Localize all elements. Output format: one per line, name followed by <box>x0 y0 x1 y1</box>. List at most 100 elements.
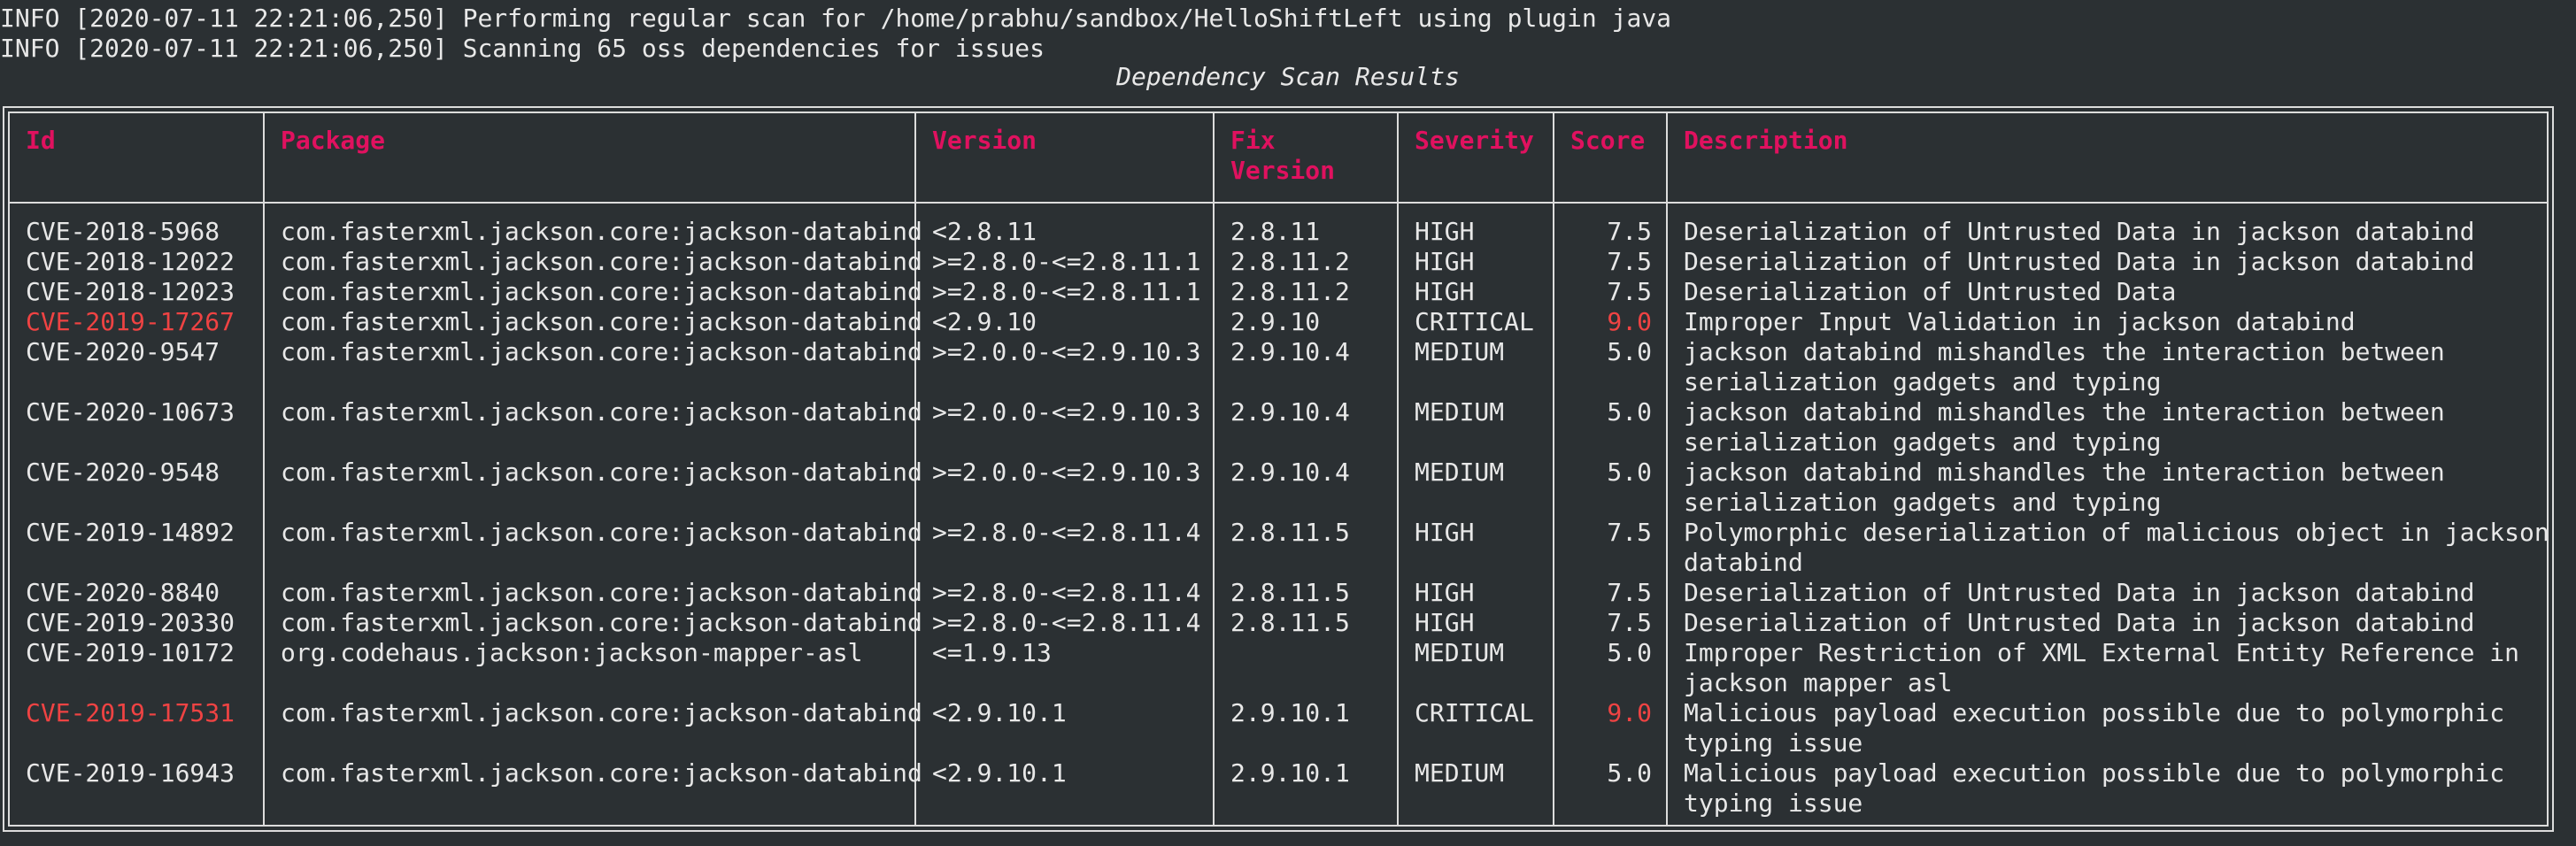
column-divider <box>914 113 916 825</box>
cell-version: <2.8.11 <box>932 217 1037 246</box>
cell-severity: HIGH <box>1415 217 1475 246</box>
cell-id: CVE-2019-10172 <box>26 638 235 667</box>
cell-description: Polymorphic deserialization of malicious… <box>1684 518 2549 547</box>
cell-package: com.fasterxml.jackson.core:jackson-datab… <box>281 758 922 788</box>
cell-severity: MEDIUM <box>1415 458 1505 487</box>
cell-id: CVE-2020-8840 <box>26 578 220 607</box>
cell-score: 5.0 <box>1607 458 1652 487</box>
cell-score: 9.0 <box>1607 698 1652 727</box>
cell-id: CVE-2019-14892 <box>26 518 235 547</box>
column-divider <box>1553 113 1554 825</box>
cell-severity: HIGH <box>1415 247 1475 276</box>
column-divider <box>1666 113 1668 825</box>
results-table-grid: Id Package Version Fix Version Severity … <box>8 112 2549 827</box>
cell-package: com.fasterxml.jackson.core:jackson-datab… <box>281 518 922 547</box>
cell-score: 5.0 <box>1607 758 1652 788</box>
cell-id: CVE-2020-10673 <box>26 397 235 427</box>
cell-version: >=2.8.0-<=2.8.11.1 <box>932 247 1201 276</box>
cell-version: >=2.8.0-<=2.8.11.1 <box>932 277 1201 306</box>
cell-severity: MEDIUM <box>1415 638 1505 667</box>
cell-description-continued: typing issue <box>1684 788 1863 818</box>
cell-fix-version: 2.9.10.1 <box>1230 698 1350 727</box>
cell-description: Deserialization of Untrusted Data <box>1684 277 2177 306</box>
cell-fix-version: 2.9.10 <box>1230 307 1321 336</box>
cell-score: 9.0 <box>1607 307 1652 336</box>
cell-score: 7.5 <box>1607 518 1652 547</box>
cell-severity: CRITICAL <box>1415 307 1534 336</box>
cell-package: com.fasterxml.jackson.core:jackson-datab… <box>281 247 922 276</box>
cell-fix-version: 2.8.11.5 <box>1230 608 1350 637</box>
cell-description-continued: serialization gadgets and typing <box>1684 367 2162 396</box>
cell-score: 5.0 <box>1607 638 1652 667</box>
cell-package: com.fasterxml.jackson.core:jackson-datab… <box>281 217 922 246</box>
cell-severity: MEDIUM <box>1415 758 1505 788</box>
column-header-severity: Severity <box>1415 126 1534 155</box>
cell-description-continued: databind <box>1684 548 1803 577</box>
cell-description: Deserialization of Untrusted Data in jac… <box>1684 578 2475 607</box>
cell-version: <=1.9.13 <box>932 638 1052 667</box>
cell-fix-version: 2.8.11 <box>1230 217 1321 246</box>
cell-package: com.fasterxml.jackson.core:jackson-datab… <box>281 458 922 487</box>
cell-score: 7.5 <box>1607 277 1652 306</box>
cell-fix-version: 2.9.10.4 <box>1230 458 1350 487</box>
cell-severity: HIGH <box>1415 277 1475 306</box>
cell-version: >=2.8.0-<=2.8.11.4 <box>932 518 1201 547</box>
column-header-id: Id <box>26 126 56 155</box>
column-header-score: Score <box>1570 126 1646 155</box>
column-header-fix-version: Fix Version <box>1230 126 1336 185</box>
cell-description-continued: typing issue <box>1684 728 1863 758</box>
cell-description-continued: jackson mapper asl <box>1684 668 1953 697</box>
cell-severity: HIGH <box>1415 578 1475 607</box>
cell-version: >=2.0.0-<=2.9.10.3 <box>932 337 1201 366</box>
cell-package: org.codehaus.jackson:jackson-mapper-asl <box>281 638 863 667</box>
cell-score: 5.0 <box>1607 397 1652 427</box>
cell-version: >=2.0.0-<=2.9.10.3 <box>932 397 1201 427</box>
cell-description: jackson databind mishandles the interact… <box>1684 337 2445 366</box>
cell-score: 7.5 <box>1607 247 1652 276</box>
results-table: Id Package Version Fix Version Severity … <box>3 106 2554 832</box>
column-divider <box>1397 113 1399 825</box>
cell-severity: HIGH <box>1415 608 1475 637</box>
cell-score: 7.5 <box>1607 578 1652 607</box>
cell-description: Malicious payload execution possible due… <box>1684 758 2505 788</box>
log-line-dependencies: INFO [2020-07-11 22:21:06,250] Scanning … <box>0 34 1045 63</box>
column-divider <box>1213 113 1215 825</box>
column-header-version: Version <box>932 126 1037 155</box>
cell-version: >=2.0.0-<=2.9.10.3 <box>932 458 1201 487</box>
cell-version: >=2.8.0-<=2.8.11.4 <box>932 578 1201 607</box>
cell-description-continued: serialization gadgets and typing <box>1684 488 2162 517</box>
cell-score: 7.5 <box>1607 608 1652 637</box>
column-header-package: Package <box>281 126 386 155</box>
cell-severity: HIGH <box>1415 518 1475 547</box>
cell-package: com.fasterxml.jackson.core:jackson-datab… <box>281 578 922 607</box>
cell-description: Malicious payload execution possible due… <box>1684 698 2505 727</box>
cell-version: >=2.8.0-<=2.8.11.4 <box>932 608 1201 637</box>
header-divider <box>10 202 2547 204</box>
cell-package: com.fasterxml.jackson.core:jackson-datab… <box>281 608 922 637</box>
cell-id: CVE-2019-17267 <box>26 307 235 336</box>
cell-fix-version: 2.8.11.5 <box>1230 578 1350 607</box>
cell-description: Deserialization of Untrusted Data in jac… <box>1684 608 2475 637</box>
table-title: Dependency Scan Results <box>1116 62 1460 91</box>
cell-id: CVE-2019-17531 <box>26 698 235 727</box>
cell-version: <2.9.10.1 <box>932 758 1067 788</box>
cell-package: com.fasterxml.jackson.core:jackson-datab… <box>281 337 922 366</box>
column-header-description: Description <box>1684 126 1848 155</box>
cell-fix-version: 2.9.10.4 <box>1230 397 1350 427</box>
cell-version: <2.9.10 <box>932 307 1037 336</box>
cell-score: 7.5 <box>1607 217 1652 246</box>
cell-package: com.fasterxml.jackson.core:jackson-datab… <box>281 307 922 336</box>
cell-version: <2.9.10.1 <box>932 698 1067 727</box>
cell-description: Improper Input Validation in jackson dat… <box>1684 307 2356 336</box>
cell-description: jackson databind mishandles the interact… <box>1684 397 2445 427</box>
cell-package: com.fasterxml.jackson.core:jackson-datab… <box>281 397 922 427</box>
cell-id: CVE-2020-9547 <box>26 337 220 366</box>
cell-severity: MEDIUM <box>1415 337 1505 366</box>
log-line-scan: INFO [2020-07-11 22:21:06,250] Performin… <box>0 4 1672 33</box>
cell-id: CVE-2019-16943 <box>26 758 235 788</box>
cell-id: CVE-2018-12022 <box>26 247 235 276</box>
cell-fix-version: 2.8.11.2 <box>1230 247 1350 276</box>
cell-description: jackson databind mishandles the interact… <box>1684 458 2445 487</box>
cell-fix-version: 2.9.10.1 <box>1230 758 1350 788</box>
cell-fix-version: 2.9.10.4 <box>1230 337 1350 366</box>
